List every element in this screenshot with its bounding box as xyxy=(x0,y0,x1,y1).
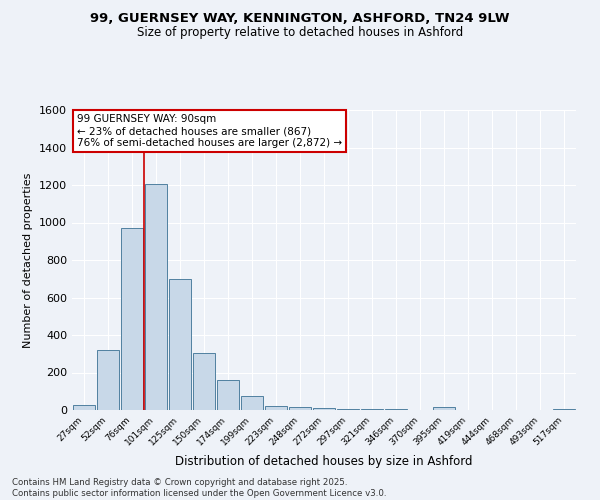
Bar xyxy=(337,408,359,410)
Bar xyxy=(553,408,575,410)
Bar xyxy=(169,279,191,410)
Bar xyxy=(145,184,167,410)
Text: 99, GUERNSEY WAY, KENNINGTON, ASHFORD, TN24 9LW: 99, GUERNSEY WAY, KENNINGTON, ASHFORD, T… xyxy=(90,12,510,26)
Bar xyxy=(289,408,311,410)
Bar xyxy=(217,380,239,410)
Bar xyxy=(433,407,455,410)
X-axis label: Distribution of detached houses by size in Ashford: Distribution of detached houses by size … xyxy=(175,456,473,468)
Text: Contains HM Land Registry data © Crown copyright and database right 2025.
Contai: Contains HM Land Registry data © Crown c… xyxy=(12,478,386,498)
Bar xyxy=(73,406,95,410)
Y-axis label: Number of detached properties: Number of detached properties xyxy=(23,172,34,348)
Bar xyxy=(193,353,215,410)
Text: Size of property relative to detached houses in Ashford: Size of property relative to detached ho… xyxy=(137,26,463,39)
Bar xyxy=(361,409,383,410)
Bar xyxy=(265,406,287,410)
Text: 99 GUERNSEY WAY: 90sqm
← 23% of detached houses are smaller (867)
76% of semi-de: 99 GUERNSEY WAY: 90sqm ← 23% of detached… xyxy=(77,114,342,148)
Bar xyxy=(121,228,143,410)
Bar xyxy=(241,396,263,410)
Bar xyxy=(97,350,119,410)
Bar xyxy=(313,408,335,410)
